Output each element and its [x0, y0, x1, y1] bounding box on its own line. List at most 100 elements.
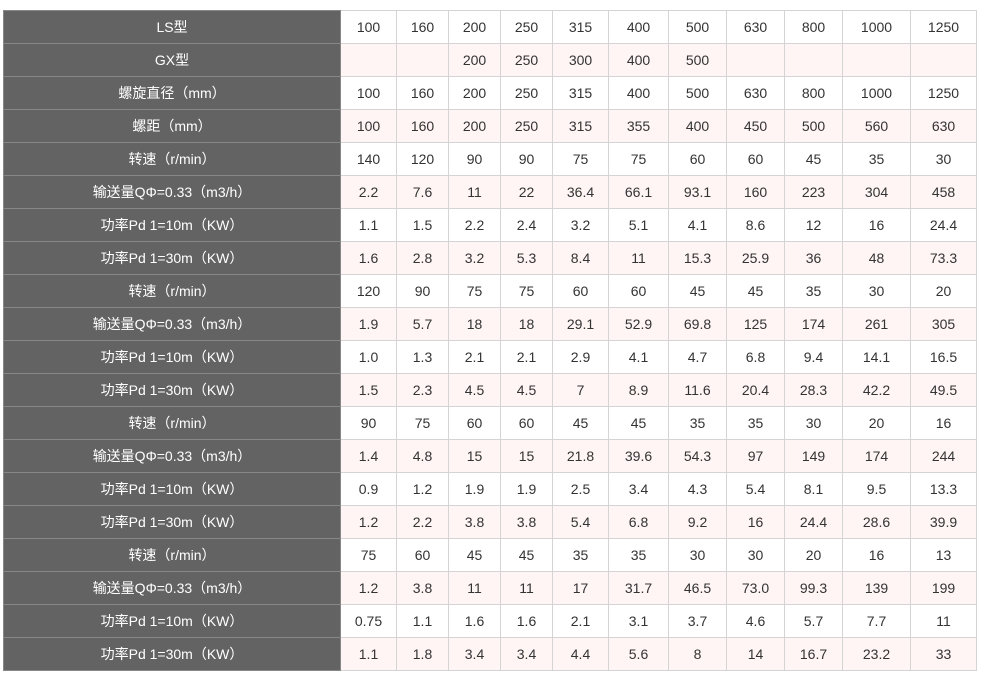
- table-cell: 48: [842, 241, 911, 275]
- table-cell: 16.5: [910, 340, 977, 374]
- table-cell: 45: [500, 538, 553, 572]
- table-cell: 14.1: [842, 340, 911, 374]
- table-row: 功率Pd 1=30m（KW） 1.2 2.2 3.8 3.8 5.4 6.8 9.2 16 24.…: [3, 505, 977, 539]
- table-cell: 7: [552, 373, 609, 407]
- table-cell: 11: [448, 571, 501, 605]
- table-cell: 30: [668, 538, 727, 572]
- table-cell: 16: [842, 538, 911, 572]
- table-cell: 1.1: [340, 637, 397, 671]
- table-cell: 35: [608, 538, 669, 572]
- table-cell: 69.8: [668, 307, 727, 341]
- table-cell: 5.3: [500, 241, 553, 275]
- table-cell: 29.1: [552, 307, 609, 341]
- table-row: 螺旋直径（mm） 100 160 200 250 315 400 500 630 800 1000 1…: [3, 76, 977, 110]
- row-label: 输送量QΦ=0.33（m3/h）: [3, 175, 341, 209]
- table-cell: 1.9: [448, 472, 501, 506]
- table-cell: 500: [668, 76, 727, 110]
- table-cell: 7.6: [396, 175, 449, 209]
- table-cell: 16: [910, 406, 977, 440]
- table-cell: 1.6: [500, 604, 553, 638]
- table-cell: 199: [910, 571, 977, 605]
- table-row: 功率Pd 1=30m（KW） 1.1 1.8 3.4 3.4 4.4 5.6 8 14 16.7 2…: [3, 637, 977, 671]
- table-cell: 60: [500, 406, 553, 440]
- table-cell: [784, 43, 843, 77]
- table-cell: 100: [340, 109, 397, 143]
- table-cell: [910, 43, 977, 77]
- table-cell: 174: [784, 307, 843, 341]
- table-cell: 160: [726, 175, 785, 209]
- table-cell: 139: [842, 571, 911, 605]
- table-cell: 1.2: [340, 505, 397, 539]
- table-cell: 160: [396, 10, 449, 44]
- table-row: 功率Pd 1=10m（KW） 1.1 1.5 2.2 2.4 3.2 5.1 4.1 8.6 12…: [3, 208, 977, 242]
- table-cell: 11: [910, 604, 977, 638]
- table-row: 功率Pd 1=10m（KW） 0.75 1.1 1.6 1.6 2.1 3.1 3.7 4.6 5…: [3, 604, 977, 638]
- table-cell: 1.6: [448, 604, 501, 638]
- table-cell: 250: [500, 10, 553, 44]
- table-cell: 97: [726, 439, 785, 473]
- table-cell: 45: [552, 406, 609, 440]
- row-label: 螺旋直径（mm）: [3, 76, 341, 110]
- table-cell: 1.0: [340, 340, 397, 374]
- table-cell: 16: [842, 208, 911, 242]
- table-cell: 305: [910, 307, 977, 341]
- table-cell: 800: [784, 76, 843, 110]
- table-cell: 1.5: [340, 373, 397, 407]
- table-row: 输送量QΦ=0.33（m3/h） 1.9 5.7 18 18 29.1 52.9 69.8 12…: [3, 307, 977, 341]
- table-cell: 125: [726, 307, 785, 341]
- table-cell: 8.6: [726, 208, 785, 242]
- table-cell: 8: [668, 637, 727, 671]
- table-cell: 1.2: [340, 571, 397, 605]
- table-cell: 42.2: [842, 373, 911, 407]
- table-cell: 4.1: [668, 208, 727, 242]
- table-cell: 5.6: [608, 637, 669, 671]
- table-cell: 7.7: [842, 604, 911, 638]
- table-cell: 60: [726, 142, 785, 176]
- table-cell: 36.4: [552, 175, 609, 209]
- table-row: 功率Pd 1=10m（KW） 0.9 1.2 1.9 1.9 2.5 3.4 4.3 5.4 8.…: [3, 472, 977, 506]
- table-cell: 1.4: [340, 439, 397, 473]
- table-cell: 3.8: [396, 571, 449, 605]
- table-cell: 174: [842, 439, 911, 473]
- table-cell: 500: [668, 10, 727, 44]
- table-cell: 52.9: [608, 307, 669, 341]
- table-cell: 45: [784, 142, 843, 176]
- table-cell: 20: [784, 538, 843, 572]
- table-cell: 6.8: [608, 505, 669, 539]
- table-cell: 3.4: [500, 637, 553, 671]
- row-label: 转速（r/min）: [3, 538, 341, 572]
- table-cell: 140: [340, 142, 397, 176]
- table-cell: [340, 43, 397, 77]
- table-cell: 45: [668, 274, 727, 308]
- table-cell: 3.7: [668, 604, 727, 638]
- table-cell: 73.3: [910, 241, 977, 275]
- table-cell: 315: [552, 109, 609, 143]
- table-cell: 120: [396, 142, 449, 176]
- table-cell: 15: [448, 439, 501, 473]
- table-cell: 5.1: [608, 208, 669, 242]
- table-cell: 3.1: [608, 604, 669, 638]
- row-label: 功率Pd 1=10m（KW）: [3, 208, 341, 242]
- table-cell: 11: [608, 241, 669, 275]
- table-cell: 93.1: [668, 175, 727, 209]
- table-cell: 30: [784, 406, 843, 440]
- table-cell: 17: [552, 571, 609, 605]
- table-cell: 630: [726, 10, 785, 44]
- table-cell: 60: [552, 274, 609, 308]
- table-cell: [726, 43, 785, 77]
- table-row: 转速（r/min） 75 60 45 45 35 35 30 30 20 16 13: [3, 538, 977, 572]
- table-cell: 9.4: [784, 340, 843, 374]
- table-cell: 355: [608, 109, 669, 143]
- table-cell: 66.1: [608, 175, 669, 209]
- table-cell: 1.3: [396, 340, 449, 374]
- table-cell: 60: [668, 142, 727, 176]
- table-cell: 200: [448, 10, 501, 44]
- table-cell: 3.2: [448, 241, 501, 275]
- table-cell: 24.4: [784, 505, 843, 539]
- table-cell: 1.1: [340, 208, 397, 242]
- table-cell: 1000: [842, 76, 911, 110]
- table-row: 转速（r/min） 120 90 75 75 60 60 45 45 35 30 20: [3, 274, 977, 308]
- table-cell: 20: [910, 274, 977, 308]
- table-cell: 35: [726, 406, 785, 440]
- table-cell: 200: [448, 109, 501, 143]
